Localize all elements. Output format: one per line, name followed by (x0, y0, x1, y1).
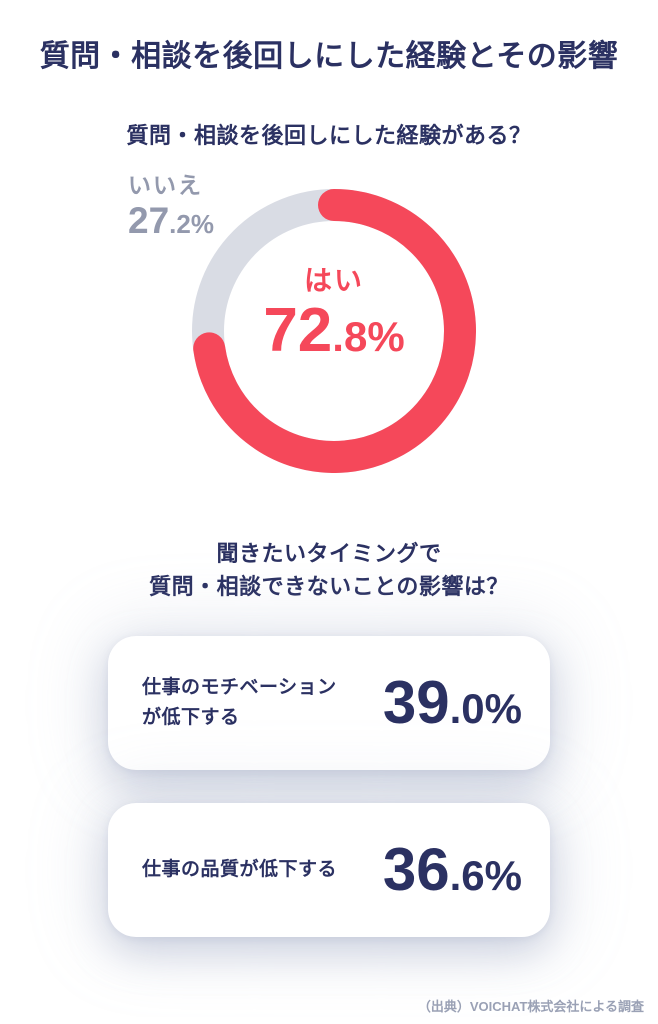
card-label: 仕事の品質が低下する (142, 855, 337, 885)
card-label-line1: 仕事の品質が低下する (142, 859, 338, 880)
donut-no-label-group: いいえ 27.2% (128, 171, 214, 242)
donut-yes-value-rest: .8% (332, 313, 405, 360)
donut-no-value: 27.2% (128, 200, 214, 242)
impact-question-line1: 聞きたいタイミングで (216, 541, 442, 566)
donut-question: 質問・相談を後回しにした経験がある？ (126, 123, 532, 148)
donut-yes-value: 72.8% (192, 300, 476, 362)
donut-yes-value-int: 72 (263, 296, 333, 365)
donut-svg (192, 189, 476, 473)
donut-yes-label-group: はい 72.8% (192, 265, 476, 362)
donut-no-value-int: 27 (128, 200, 170, 241)
impact-question: 聞きたいタイミングで 質問・相談できないことの影響は？ (0, 537, 658, 603)
card-value-rest: .6% (449, 852, 522, 899)
card-value-rest: .0% (449, 685, 522, 732)
impact-question-line2: 質問・相談できないことの影響は？ (149, 574, 509, 599)
page-title: 質問・相談を後回しにした経験とその影響 (39, 40, 619, 73)
card-label-line2: が低下する (142, 707, 240, 728)
card-value-int: 36 (382, 836, 450, 903)
donut-chart (192, 189, 476, 473)
impact-card-quality: 仕事の品質が低下する 36.6% (108, 803, 550, 937)
card-value: 39.0% (383, 673, 522, 733)
donut-yes-label: はい (303, 265, 364, 296)
donut-no-label: いいえ (128, 172, 203, 198)
card-label: 仕事のモチベーション が低下する (142, 673, 337, 733)
source-note: （出典）VOICHAT株式会社による調査 (417, 999, 644, 1014)
card-label-line1: 仕事のモチベーション (142, 677, 337, 698)
card-value-int: 39 (382, 669, 450, 736)
donut-yes-arc (193, 189, 476, 473)
impact-card-motivation: 仕事のモチベーション が低下する 39.0% (108, 636, 550, 770)
card-value: 36.6% (383, 840, 522, 900)
donut-no-value-rest: .2% (169, 209, 214, 239)
